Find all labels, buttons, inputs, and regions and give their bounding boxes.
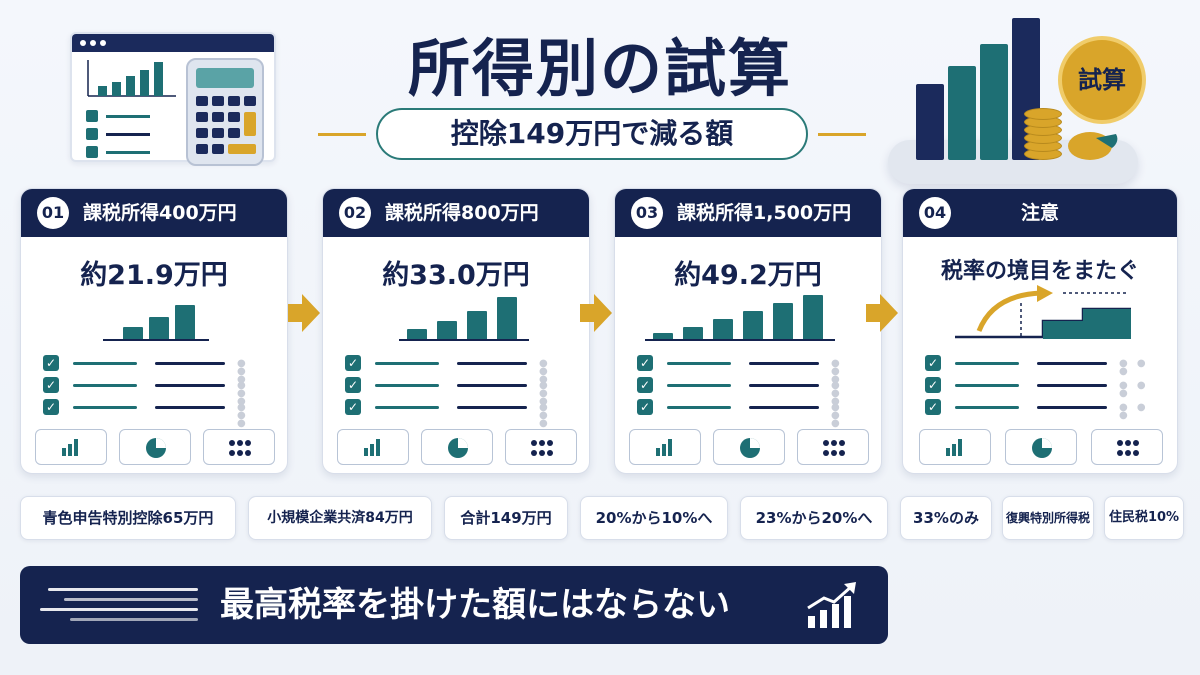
card-number: 01 xyxy=(37,197,69,229)
tag-rate-20-to-10: 20%から10%へ xyxy=(580,496,728,540)
growth-chart-icon xyxy=(807,582,856,628)
check-icon: ✓ xyxy=(43,355,59,371)
check-icon: ✓ xyxy=(637,377,653,393)
tag-rate-33-only: 33%のみ xyxy=(900,496,992,540)
card-value: 約33.0万円 xyxy=(382,260,530,291)
pie-chart-icon xyxy=(1068,132,1118,160)
bar-chart-icon xyxy=(364,439,380,456)
checklist-row: ✓ ● ● ● xyxy=(925,377,1155,399)
card-header: 01 課税所得400万円 xyxy=(21,189,287,237)
card-value: 約49.2万円 xyxy=(674,260,822,291)
grid-dots-icon xyxy=(823,440,845,456)
checklist-row: ✓ ● ● ● xyxy=(345,377,567,407)
card-caution: 04 注意 税率の境目をまたぐ ✓ ● ● ● ✓ ● ● ● ✓ ● ● ● xyxy=(902,188,1178,474)
card-800man: 02 課税所得800万円 約33.0万円 ✓ ● ● ● ✓ ● ● ● ✓ ● ● … xyxy=(322,188,590,474)
check-icon: ✓ xyxy=(637,355,653,371)
bar-graph-icon xyxy=(916,84,944,160)
check-icon: ✓ xyxy=(925,399,941,415)
window-titlebar xyxy=(72,34,274,52)
arrow-right-icon xyxy=(580,294,612,332)
checklist-row: ✓ ● ● ● xyxy=(43,377,265,407)
tag-resident-tax: 住民税10% xyxy=(1104,496,1184,540)
grid-button[interactable] xyxy=(797,429,869,465)
arrow-right-icon xyxy=(866,294,898,332)
check-icon: ✓ xyxy=(637,399,653,415)
subtitle-left-rule xyxy=(318,133,366,136)
card-title: 課税所得800万円 xyxy=(385,202,539,224)
subtitle-pill: 控除149万円で減る額 xyxy=(376,108,808,160)
checklist-row: ✓ ● ● ● xyxy=(925,399,1155,421)
check-icon: ✓ xyxy=(345,399,361,415)
grid-dots-icon xyxy=(531,440,553,456)
grid-button[interactable] xyxy=(505,429,577,465)
grid-dots-icon xyxy=(229,440,251,456)
mini-chart-icon xyxy=(86,60,176,158)
arrow-right-icon xyxy=(288,294,320,332)
trial-badge: 試算 xyxy=(1058,36,1146,124)
pie-chart-button[interactable] xyxy=(713,429,785,465)
checklist-row: ✓ ● ● ● xyxy=(637,355,859,385)
bar-chart-button[interactable] xyxy=(629,429,701,465)
pie-chart-icon xyxy=(740,438,760,458)
checklist-row: ✓ ● ● ● xyxy=(43,399,265,429)
bar-chart-icon xyxy=(656,439,672,456)
card-title: 課税所得400万円 xyxy=(83,202,237,224)
subtitle-right-rule xyxy=(818,133,866,136)
tag-total-deduction: 合計149万円 xyxy=(444,496,568,540)
calculator-icon xyxy=(186,58,264,166)
footer-banner: 最高税率を掛けた額にはならない xyxy=(20,566,888,644)
check-icon: ✓ xyxy=(925,355,941,371)
checklist-row: ✓ ● ● ● xyxy=(637,399,859,429)
pie-chart-button[interactable] xyxy=(1005,429,1077,465)
card-bar-chart xyxy=(343,289,569,341)
tag-blue-return-deduction: 青色申告特別控除65万円 xyxy=(20,496,236,540)
card-number: 04 xyxy=(919,197,951,229)
checklist-row: ✓ ● ● ● xyxy=(925,355,1155,377)
tag-rate-23-to-20: 23%から20%へ xyxy=(740,496,888,540)
checklist-row: ✓ ● ● ● xyxy=(345,355,567,385)
card-number: 03 xyxy=(631,197,663,229)
card-title: 課税所得1,500万円 xyxy=(677,202,852,224)
grid-button[interactable] xyxy=(1091,429,1163,465)
bar-chart-icon xyxy=(946,439,962,456)
pie-chart-button[interactable] xyxy=(421,429,493,465)
card-value: 税率の境目をまたぐ xyxy=(940,259,1139,284)
grid-button[interactable] xyxy=(203,429,275,465)
page-title: 所得別の試算 xyxy=(407,32,792,105)
pie-chart-icon xyxy=(146,438,166,458)
subtitle-group: 控除149万円で減る額 xyxy=(318,108,866,160)
card-400man: 01 課税所得400万円 約21.9万円 ✓ ● ● ● ✓ ● ● ● ✓ ● ● … xyxy=(20,188,288,474)
tag-small-business-mutual-aid: 小規模企業共済84万円 xyxy=(248,496,432,540)
pie-chart-button[interactable] xyxy=(119,429,191,465)
bar-chart-button[interactable] xyxy=(337,429,409,465)
bar-chart-button[interactable] xyxy=(35,429,107,465)
check-icon: ✓ xyxy=(345,377,361,393)
grid-dots-icon xyxy=(1117,440,1139,456)
card-1500man: 03 課税所得1,500万円 約49.2万円 ✓ ● ● ● ✓ ● ● ● ✓ ● … xyxy=(614,188,882,474)
pie-chart-icon xyxy=(448,438,468,458)
bar-chart-icon xyxy=(62,439,78,456)
card-header: 03 課税所得1,500万円 xyxy=(615,189,881,237)
card-bar-chart xyxy=(41,289,267,341)
check-icon: ✓ xyxy=(43,399,59,415)
check-icon: ✓ xyxy=(345,355,361,371)
card-header: 02 課税所得800万円 xyxy=(323,189,589,237)
check-icon: ✓ xyxy=(43,377,59,393)
tag-reconstruction-tax: 復興特別所得税 xyxy=(1002,496,1094,540)
checklist-row: ✓ ● ● ● xyxy=(43,355,265,385)
check-icon: ✓ xyxy=(925,377,941,393)
footer-text: 最高税率を掛けた額にはならない xyxy=(220,585,730,625)
bar-chart-button[interactable] xyxy=(919,429,991,465)
card-value: 約21.9万円 xyxy=(80,260,228,291)
pie-chart-icon xyxy=(1032,438,1052,458)
checklist-row: ✓ ● ● ● xyxy=(345,399,567,429)
card-header: 04 注意 xyxy=(903,189,1177,237)
checklist-row: ✓ ● ● ● xyxy=(637,377,859,407)
tax-bracket-step-icon xyxy=(955,285,1131,339)
card-bar-chart xyxy=(635,289,861,341)
card-number: 02 xyxy=(339,197,371,229)
card-title: 注意 xyxy=(1020,202,1059,224)
